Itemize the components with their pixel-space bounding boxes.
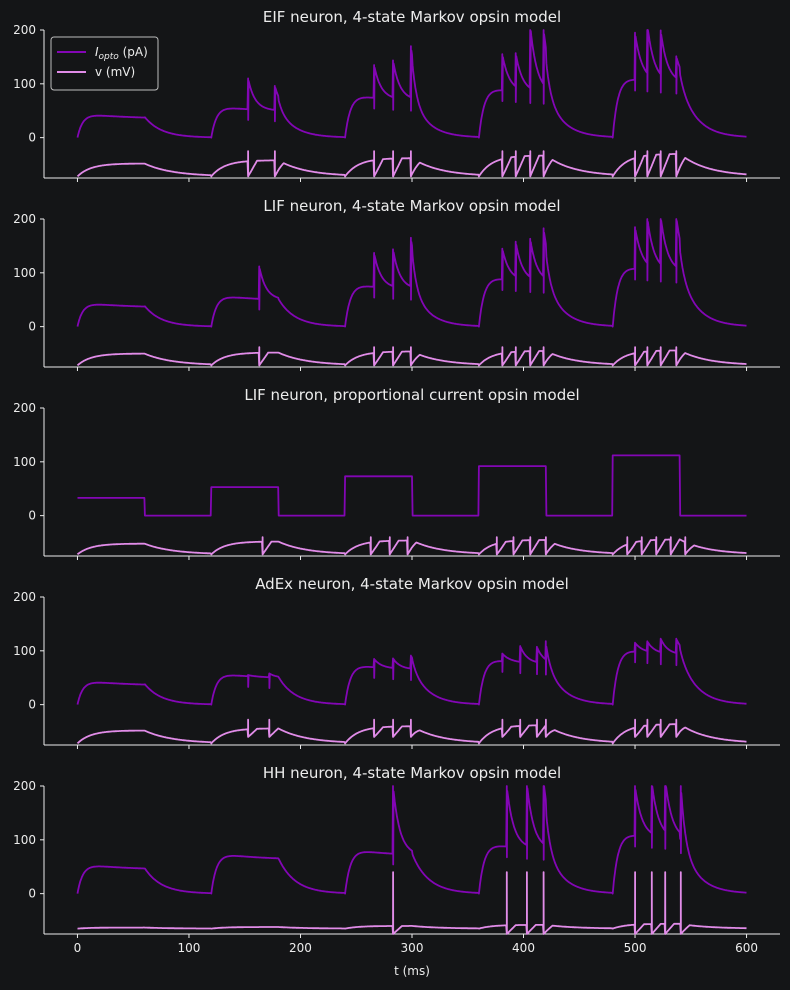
y-tick-label: 200 [13, 23, 36, 37]
panel-3: LIF neuron, proportional current opsin m… [13, 386, 780, 560]
series-v [76, 150, 747, 178]
y-tick-label: 100 [13, 455, 36, 469]
x-tick-label: 500 [624, 941, 647, 955]
y-tick-label: 200 [13, 401, 36, 415]
x-tick-label: 300 [401, 941, 424, 955]
panel-title: HH neuron, 4-state Markov opsin model [263, 764, 561, 782]
x-tick-label: 100 [178, 941, 201, 955]
y-tick-label: 200 [13, 212, 36, 226]
y-tick-label: 0 [28, 131, 36, 145]
legend-label: v (mV) [95, 65, 135, 79]
panel-2: LIF neuron, 4-state Markov opsin model 0 1… [13, 197, 780, 371]
legend-label-rest: (pA) [119, 45, 148, 59]
x-tick-label: 200 [289, 941, 312, 955]
panel-title: AdEx neuron, 4-state Markov opsin model [255, 575, 569, 593]
y-tick-label: 0 [28, 320, 36, 334]
y-tick-label: 200 [13, 779, 36, 793]
panel-1: EIF neuron, 4-state Markov opsin model 0 1… [13, 8, 780, 182]
series-v [76, 718, 747, 745]
panel-title: EIF neuron, 4-state Markov opsin model [263, 8, 561, 26]
panel-title: LIF neuron, proportional current opsin m… [244, 386, 579, 404]
y-tick-label: 0 [28, 887, 36, 901]
series-i-opto [77, 454, 747, 517]
legend-label: Iopto (pA) [95, 45, 148, 62]
y-tick-label: 0 [28, 698, 36, 712]
y-tick-label: 100 [13, 77, 36, 91]
panel-4: AdEx neuron, 4-state Markov opsin model 0… [13, 575, 780, 749]
y-tick-label: 200 [13, 590, 36, 604]
series-v [77, 871, 747, 935]
x-tick-label: 0 [74, 941, 82, 955]
panel-title: LIF neuron, 4-state Markov opsin model [263, 197, 560, 215]
y-tick-label: 0 [28, 509, 36, 523]
panel-5: HH neuron, 4-state Markov opsin model 0 10… [13, 764, 780, 955]
x-tick-label: 600 [735, 941, 758, 955]
y-tick-label: 100 [13, 266, 36, 280]
legend-label-main: v (mV) [95, 65, 135, 79]
legend-label-sub: opto [99, 52, 120, 62]
series-i-opto [76, 218, 747, 328]
y-tick-label: 100 [13, 833, 36, 847]
x-tick-label: 400 [512, 941, 535, 955]
series-i-opto [76, 785, 747, 895]
series-i-opto [76, 29, 747, 139]
x-axis-label: t (ms) [394, 964, 430, 978]
series-v [76, 346, 747, 367]
legend: Iopto (pA) v (mV) [50, 36, 159, 91]
series-i-opto [76, 637, 747, 706]
series-v [76, 536, 747, 556]
legend-box [50, 36, 159, 91]
y-tick-label: 100 [13, 644, 36, 658]
legend-label-main: I [95, 45, 99, 59]
